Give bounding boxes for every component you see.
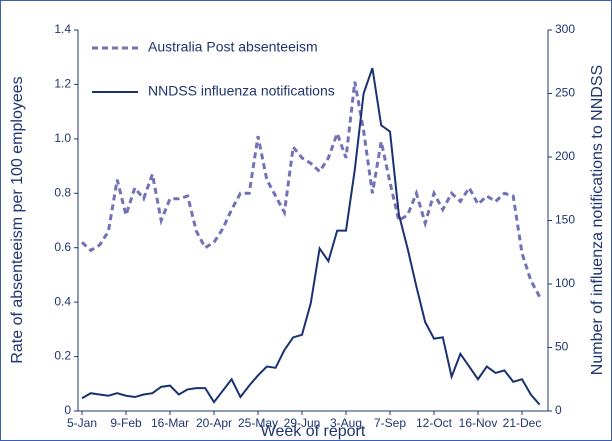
y-tick-label: 1.2 bbox=[54, 77, 71, 91]
y-tick-label: 1.0 bbox=[54, 131, 71, 145]
legend-text: Australia Post absenteeism bbox=[148, 39, 318, 55]
y-tick-label: 1.4 bbox=[54, 22, 71, 36]
y-axis-title: Rate of absenteeism per 100 employees bbox=[9, 76, 26, 363]
x-tick-label: 16-Mar bbox=[151, 416, 189, 430]
x-tick-label: 29-Jun bbox=[284, 416, 321, 430]
series-line bbox=[80, 81, 541, 298]
y2-tick-label: 100 bbox=[555, 276, 575, 290]
x-tick-label: 21-Dec bbox=[503, 416, 542, 430]
y2-tick-label: 50 bbox=[555, 340, 569, 354]
y-tick-label: 0.8 bbox=[54, 185, 71, 199]
x-tick-label: 16-Nov bbox=[459, 416, 498, 430]
x-tick-label: 5-Jan bbox=[67, 416, 97, 430]
legend-text: NNDSS influenza notifications bbox=[148, 83, 335, 99]
x-tick-label: 7-Sep bbox=[374, 416, 406, 430]
y2-tick-label: 250 bbox=[555, 86, 575, 100]
y2-axis-title: Number of influenza notifications to NND… bbox=[589, 65, 606, 375]
y-tick-label: 0.6 bbox=[54, 240, 71, 254]
x-tick-label: 20-Apr bbox=[196, 416, 232, 430]
y-tick-label: 0.4 bbox=[54, 294, 71, 308]
x-tick-label: 9-Feb bbox=[110, 416, 142, 430]
y2-tick-label: 0 bbox=[555, 403, 562, 417]
x-tick-label: 3-Aug bbox=[330, 416, 362, 430]
series-line bbox=[81, 67, 541, 406]
y2-tick-label: 200 bbox=[555, 149, 575, 163]
y2-tick-label: 150 bbox=[555, 213, 575, 227]
y-tick-label: 0 bbox=[64, 403, 71, 417]
x-tick-label: 12-Oct bbox=[416, 416, 453, 430]
y-tick-label: 0.2 bbox=[54, 349, 71, 363]
x-axis-title: Week of report bbox=[261, 423, 366, 440]
x-tick-label: 25-May bbox=[238, 416, 278, 430]
y2-tick-label: 300 bbox=[555, 22, 575, 36]
